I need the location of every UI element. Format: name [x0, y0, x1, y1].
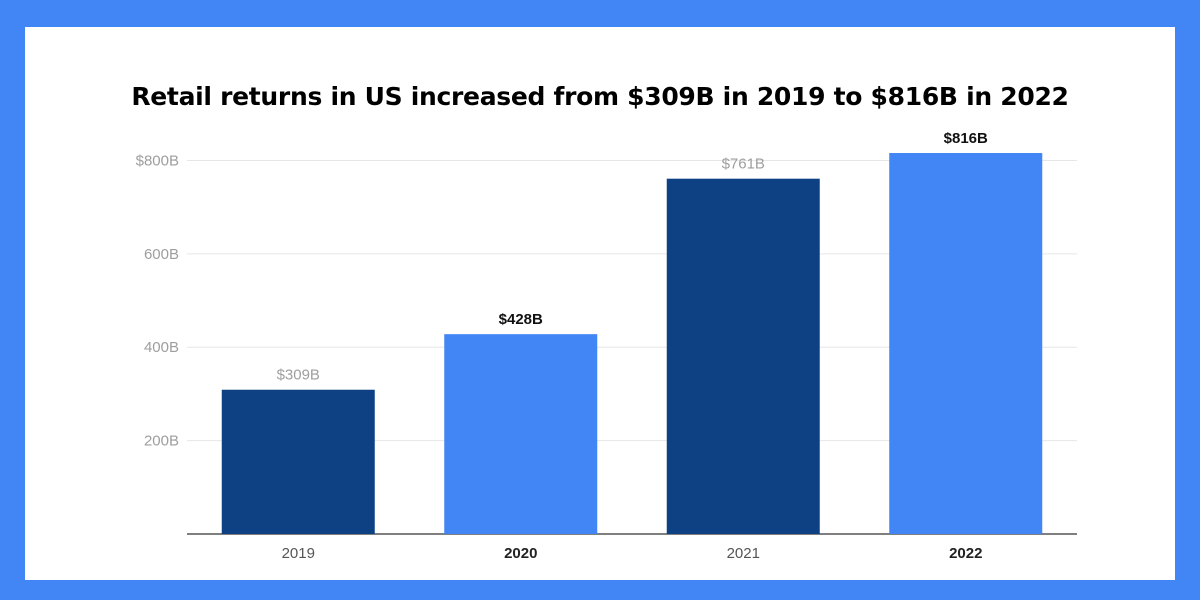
x-tick-label: 2019: [282, 545, 315, 562]
bar: [444, 334, 598, 534]
bar-chart: 200B 400B 600B $800B $309B 2019 $428B 2020 $761B…: [136, 130, 1077, 562]
x-tick-label: 2022: [949, 545, 982, 562]
data-label: $761B: [722, 156, 765, 173]
x-tick-label: 2021: [727, 545, 760, 562]
data-label: $428B: [499, 311, 543, 328]
chart-title: Retail returns in US increased from $309…: [131, 82, 1069, 111]
data-label: $309B: [277, 367, 320, 384]
y-tick-label: 400B: [144, 339, 179, 356]
data-label: $816B: [944, 130, 988, 147]
bar: [666, 178, 820, 535]
y-tick-label: 200B: [144, 433, 179, 450]
bar: [889, 153, 1043, 535]
y-tick-label: $800B: [136, 152, 179, 169]
bar: [221, 389, 375, 534]
chart-card: Retail returns in US increased from $309…: [25, 27, 1175, 580]
y-tick-label: 600B: [144, 246, 179, 263]
x-tick-label: 2020: [504, 545, 537, 562]
